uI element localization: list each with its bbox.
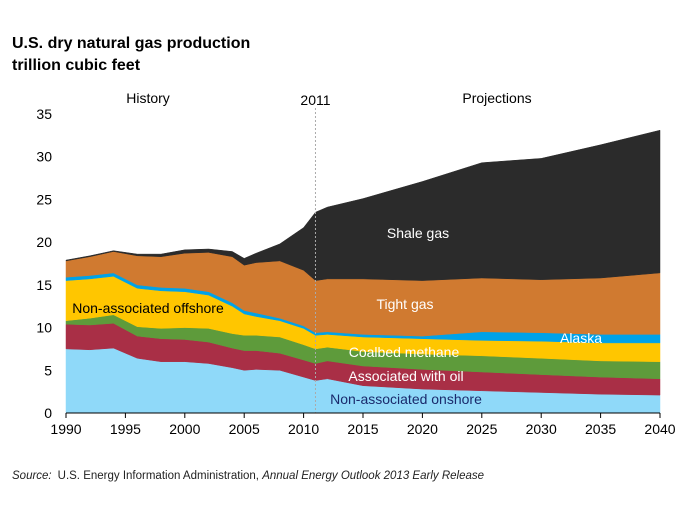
y-axis-ticks: 0 5 10 15 20 25 30 35: [36, 106, 52, 421]
x-tick-label: 2020: [407, 421, 438, 437]
series-label-tight-gas: Tight gas: [376, 296, 433, 312]
y-tick-label: 35: [36, 106, 52, 122]
y-tick-label: 5: [44, 362, 52, 378]
x-tick-label: 2040: [644, 421, 675, 437]
y-tick-label: 20: [36, 234, 52, 250]
x-tick-label: 2005: [229, 421, 260, 437]
source-text: U.S. Energy Information Administration,: [58, 470, 263, 482]
source-note: Source: U.S. Energy Information Administr…: [12, 470, 484, 482]
series-label-non-associated-offshore: Non-associated offshore: [72, 300, 224, 316]
y-tick-label: 15: [36, 277, 52, 293]
x-axis-ticks: 1990 1995 2000 2005 2010 2015 2020 2025 2030 2035…: [50, 413, 676, 437]
x-tick-label: 2000: [169, 421, 200, 437]
x-tick-label: 2035: [585, 421, 616, 437]
y-tick-label: 25: [36, 191, 52, 207]
chart-title: U.S. dry natural gas production: [12, 35, 250, 52]
projections-label: Projections: [462, 90, 531, 106]
history-label: History: [126, 90, 170, 106]
series-label-associated-with-oil: Associated with oil: [348, 368, 463, 384]
x-tick-label: 2015: [347, 421, 378, 437]
source-italic: Annual Energy Outlook 2013 Early Release: [261, 470, 484, 482]
y-tick-label: 30: [36, 149, 52, 165]
x-tick-label: 2030: [526, 421, 557, 437]
source-prefix: Source:: [12, 470, 52, 482]
stacked-areas: [65, 129, 661, 414]
y-tick-label: 10: [36, 320, 52, 336]
divider-year-label: 2011: [300, 92, 330, 108]
x-tick-label: 2010: [288, 421, 319, 437]
area-shale-gas: [65, 129, 661, 281]
x-tick-label: 1995: [110, 421, 141, 437]
series-label-non-associated-onshore: Non-associated onshore: [330, 391, 482, 407]
x-tick-label: 2025: [466, 421, 497, 437]
x-tick-label: 1990: [50, 421, 81, 437]
series-label-coalbed-methane: Coalbed methane: [349, 344, 460, 360]
y-tick-label: 0: [44, 405, 52, 421]
chart-subtitle: trillion cubic feet: [12, 57, 141, 74]
series-label-alaska: Alaska: [560, 330, 602, 346]
series-label-shale-gas: Shale gas: [387, 225, 449, 241]
